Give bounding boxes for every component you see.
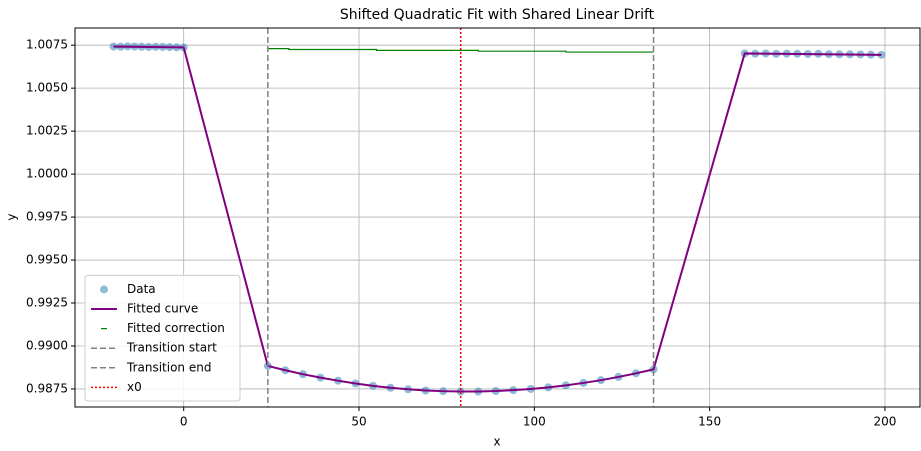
y-tick-label: 0.9975 [26, 210, 68, 224]
legend-label: Transition end [126, 360, 211, 374]
chart-title: Shifted Quadratic Fit with Shared Linear… [340, 7, 655, 23]
x-tick-label: 100 [523, 415, 546, 429]
y-tick-label: 1.0075 [26, 38, 68, 52]
legend-label: x0 [127, 380, 142, 394]
x-axis-label: x [493, 435, 500, 449]
y-tick-label: 0.9950 [26, 253, 68, 267]
series-line [113, 45, 882, 393]
x-tick-label: 50 [351, 415, 366, 429]
y-axis-label: y [5, 213, 19, 220]
y-tick-label: 0.9900 [26, 338, 68, 352]
legend-label: Fitted correction [127, 321, 225, 335]
legend-marker [100, 285, 108, 294]
legend-label: Data [127, 282, 156, 296]
x-tick-label: 150 [698, 415, 721, 429]
legend-box [84, 274, 241, 402]
legend-label: Transition start [126, 341, 217, 355]
y-tick-label: 0.9925 [26, 296, 68, 310]
y-tick-label: 1.0000 [26, 167, 68, 181]
y-tick-label: 1.0050 [26, 81, 68, 95]
legend-label: Fitted curve [127, 302, 198, 316]
x-tick-label: 200 [873, 415, 896, 429]
x-tick-label: 0 [180, 415, 188, 429]
series-line [267, 48, 654, 53]
y-tick-label: 0.9875 [26, 381, 68, 395]
plot-frame [74, 27, 921, 408]
y-tick-label: 1.0025 [26, 124, 68, 138]
